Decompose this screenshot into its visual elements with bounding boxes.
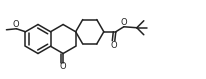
Text: O: O <box>13 20 19 29</box>
Text: O: O <box>60 62 66 71</box>
Text: O: O <box>110 41 117 50</box>
Text: O: O <box>120 18 127 27</box>
